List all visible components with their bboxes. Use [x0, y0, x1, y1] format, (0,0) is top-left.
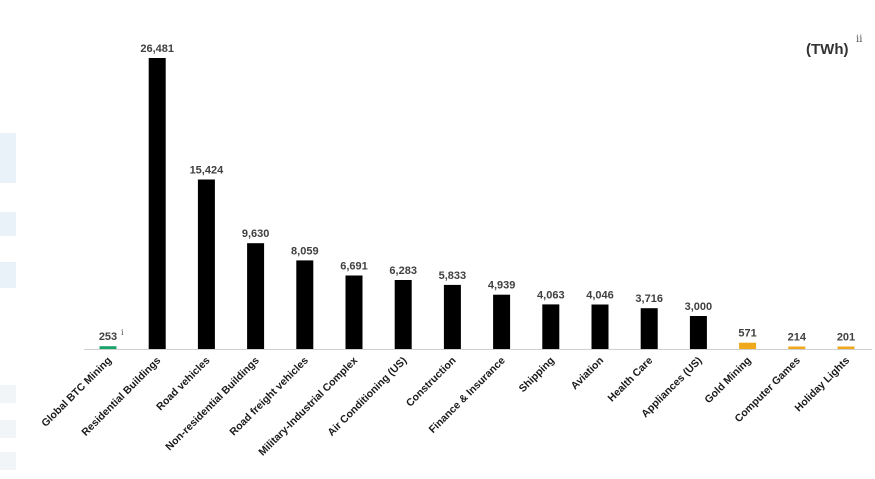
bar-global-btc-mining [99, 346, 117, 349]
value-label-global-btc-mining: 253 [99, 331, 117, 343]
bar-finance-and-insurance [493, 294, 511, 349]
bar-computer-games [788, 346, 806, 349]
value-label-construction: 5,833 [439, 270, 467, 282]
category-label-health-care: Health Care [606, 355, 656, 405]
value-footnote-marker: i [121, 328, 124, 337]
value-label-residential-buildings: 26,481 [140, 43, 174, 55]
category-label-non-residential-buildings: Non-residential Buildings [163, 355, 262, 454]
value-label-health-care: 3,716 [635, 293, 663, 305]
category-label-construction: Construction [404, 355, 459, 410]
value-label-non-residential-buildings: 9,630 [242, 228, 270, 240]
value-label-finance-and-insurance: 4,939 [488, 280, 516, 292]
value-label-computer-games: 214 [788, 332, 807, 344]
value-label-group: 253 i 26,481 15,424 9,630 8,059 6,691 6,283 5,83… [99, 43, 855, 344]
value-label-road-freight-vehicles: 8,059 [291, 245, 319, 257]
value-label-aviation: 4,046 [586, 290, 614, 302]
bar-non-residential-buildings [247, 243, 265, 349]
bar-road-vehicles [197, 179, 215, 349]
bar-holiday-lights [837, 346, 855, 349]
value-label-gold-mining: 571 [738, 328, 756, 340]
bar-air-conditioning-us [394, 280, 412, 349]
bar-military-industrial-complex [345, 275, 363, 349]
bar-health-care [640, 308, 658, 349]
left-edge-mark-1 [0, 385, 16, 403]
unit-footnote-marker: ii [856, 34, 863, 45]
value-label-military-industrial-complex: 6,691 [340, 261, 368, 273]
left-edge-mark-3 [0, 452, 16, 470]
category-label-shipping: Shipping [517, 355, 557, 395]
left-edge-panel-3 [0, 262, 16, 288]
bar-aviation [591, 304, 609, 349]
value-label-holiday-lights: 201 [837, 332, 855, 344]
left-edge-panel-2 [0, 212, 16, 236]
bar-construction [443, 284, 461, 349]
value-label-air-conditioning-us: 6,283 [389, 265, 417, 277]
category-label-military-industrial-complex: Military-Industrial Complex [256, 355, 360, 459]
category-label-gold-mining: Gold Mining [702, 355, 753, 406]
value-label-road-vehicles: 15,424 [190, 165, 225, 177]
bar-road-freight-vehicles [296, 260, 314, 349]
bar-gold-mining [739, 342, 757, 349]
bar-appliances-us [689, 316, 707, 349]
value-label-appliances-us: 3,000 [685, 301, 713, 313]
value-label-shipping: 4,063 [537, 289, 565, 301]
bar-group [99, 58, 855, 349]
unit-label: (TWh) [806, 41, 849, 58]
category-label-aviation: Aviation [569, 355, 606, 392]
bar-shipping [542, 304, 560, 349]
left-edge-panel-1 [0, 133, 16, 183]
bar-residential-buildings [148, 58, 166, 349]
left-edge-mark-2 [0, 420, 16, 438]
